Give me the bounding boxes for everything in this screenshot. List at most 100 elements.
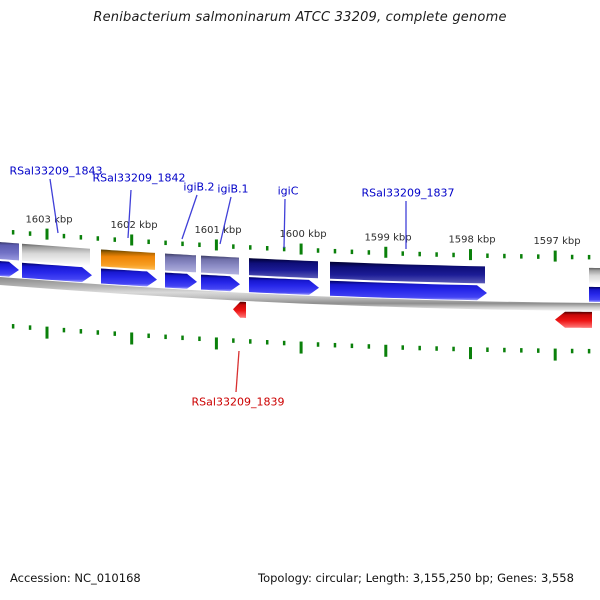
- gene-label[interactable]: RSal33209_1837: [362, 187, 455, 200]
- gene-box[interactable]: [330, 261, 485, 284]
- tick-mark-minor: [486, 253, 489, 258]
- tick-mark-minor: [452, 346, 455, 352]
- gene-box[interactable]: [589, 267, 600, 285]
- tick-mark-minor: [164, 334, 167, 340]
- backbone-track: [0, 276, 600, 311]
- tick-mark-minor: [62, 233, 66, 239]
- label-leader-line: [181, 194, 198, 240]
- tick-mark-minor: [282, 246, 286, 252]
- tick-mark-major: [130, 332, 134, 345]
- tick-mark-minor: [418, 251, 421, 257]
- gene-label[interactable]: RSal33209_1839: [192, 396, 285, 409]
- cds-arrow[interactable]: [201, 274, 240, 292]
- tick-mark-minor: [503, 253, 506, 259]
- tick-mark-minor: [520, 254, 523, 259]
- reverse-gene-track: [233, 301, 592, 328]
- tick-mark-major: [469, 249, 472, 261]
- cds-arrow[interactable]: [165, 272, 197, 289]
- scale-label: 1600 kbp: [279, 229, 326, 240]
- scale-label: 1602 kbp: [110, 220, 157, 231]
- tick-mark-minor: [28, 231, 32, 236]
- tick-mark-minor: [113, 331, 117, 336]
- tick-mark-minor: [316, 342, 320, 347]
- gene-label[interactable]: RSal33209_1843: [10, 165, 103, 178]
- tick-mark-minor: [316, 248, 320, 253]
- tick-mark-minor: [249, 339, 252, 344]
- tick-mark-minor: [570, 254, 574, 260]
- tick-mark-minor: [147, 333, 150, 339]
- tick-mark-minor: [452, 252, 455, 258]
- reverse-gene-arrow[interactable]: [233, 301, 246, 318]
- tick-mark-minor: [147, 239, 150, 245]
- tick-mark-minor: [333, 248, 337, 254]
- gene-label[interactable]: igiB.2: [183, 181, 214, 194]
- tick-mark-major: [553, 250, 557, 262]
- tick-mark-minor: [79, 235, 83, 240]
- tick-mark-major: [384, 246, 388, 258]
- tick-mark-minor: [418, 345, 421, 351]
- cds-arrow[interactable]: [0, 261, 19, 277]
- scale-label: 1599 kbp: [364, 232, 411, 243]
- label-leader-line: [127, 189, 132, 239]
- tick-mark-minor: [164, 240, 167, 246]
- tick-mark-major: [214, 337, 218, 350]
- cds-arrow[interactable]: [330, 280, 487, 301]
- scale-label: 1603 kbp: [25, 214, 72, 225]
- map-title: Renibacterium salmoninarum ATCC 33209, c…: [93, 10, 507, 25]
- tick-mark-minor: [350, 249, 354, 255]
- gene-box[interactable]: [201, 255, 239, 275]
- tick-mark-major: [469, 347, 472, 360]
- tick-mark-minor: [96, 330, 100, 335]
- tick-mark-minor: [249, 245, 252, 250]
- tick-mark-minor: [181, 335, 184, 341]
- tick-mark-minor: [282, 340, 286, 346]
- cds-arrow[interactable]: [101, 268, 157, 287]
- gene-box[interactable]: [249, 258, 318, 279]
- tick-mark-minor: [570, 348, 574, 354]
- tick-mark-minor: [486, 347, 489, 352]
- reverse-gene-arrow[interactable]: [555, 311, 592, 328]
- tick-mark-minor: [401, 345, 404, 350]
- cds-arrow[interactable]: [249, 277, 319, 295]
- gene-box[interactable]: [22, 243, 90, 266]
- tick-mark-major: [299, 243, 303, 255]
- tick-mark-major: [130, 234, 134, 246]
- label-leader-line: [235, 350, 240, 393]
- genome-backbone: [0, 276, 600, 311]
- scale-label: 1598 kbp: [448, 235, 495, 246]
- tick-mark-minor: [367, 344, 371, 349]
- gene-box[interactable]: [165, 253, 196, 273]
- tick-mark-minor: [537, 348, 540, 353]
- footer-accession: Accession: NC_010168: [10, 571, 141, 585]
- tick-mark-minor: [435, 252, 438, 257]
- tick-mark-minor: [350, 343, 354, 349]
- gene-box[interactable]: [101, 249, 155, 270]
- scale-label: 1601 kbp: [194, 225, 241, 236]
- tick-mark-major: [45, 228, 49, 240]
- label-leader-line: [49, 178, 59, 234]
- tick-mark-major: [299, 341, 303, 354]
- cds-arrow[interactable]: [22, 262, 92, 283]
- cds-arrow[interactable]: [589, 286, 600, 302]
- gene-label[interactable]: RSal33209_1842: [93, 172, 186, 185]
- gene-box[interactable]: [0, 242, 19, 261]
- tick-mark-minor: [232, 244, 235, 249]
- tick-mark-minor: [96, 236, 100, 241]
- tick-mark-minor: [367, 250, 371, 255]
- gene-label[interactable]: igiC: [278, 185, 299, 198]
- tick-mark-minor: [181, 241, 184, 247]
- tick-mark-minor: [79, 329, 83, 334]
- tick-mark-minor: [198, 242, 201, 248]
- gene-label[interactable]: igiB.1: [217, 183, 248, 196]
- tick-mark-minor: [28, 325, 32, 330]
- tick-mark-minor: [265, 340, 269, 345]
- scale-label-track: 1603 kbp 1602 kbp 1601 kbp 1600 kbp 1599 kbp…: [25, 214, 580, 247]
- tick-mark-minor: [503, 347, 506, 353]
- gene-box-track: [0, 242, 600, 285]
- tick-mark-major: [214, 239, 218, 251]
- lower-tick-track: [11, 324, 591, 361]
- tick-mark-minor: [113, 237, 117, 242]
- tick-mark-major: [45, 326, 49, 339]
